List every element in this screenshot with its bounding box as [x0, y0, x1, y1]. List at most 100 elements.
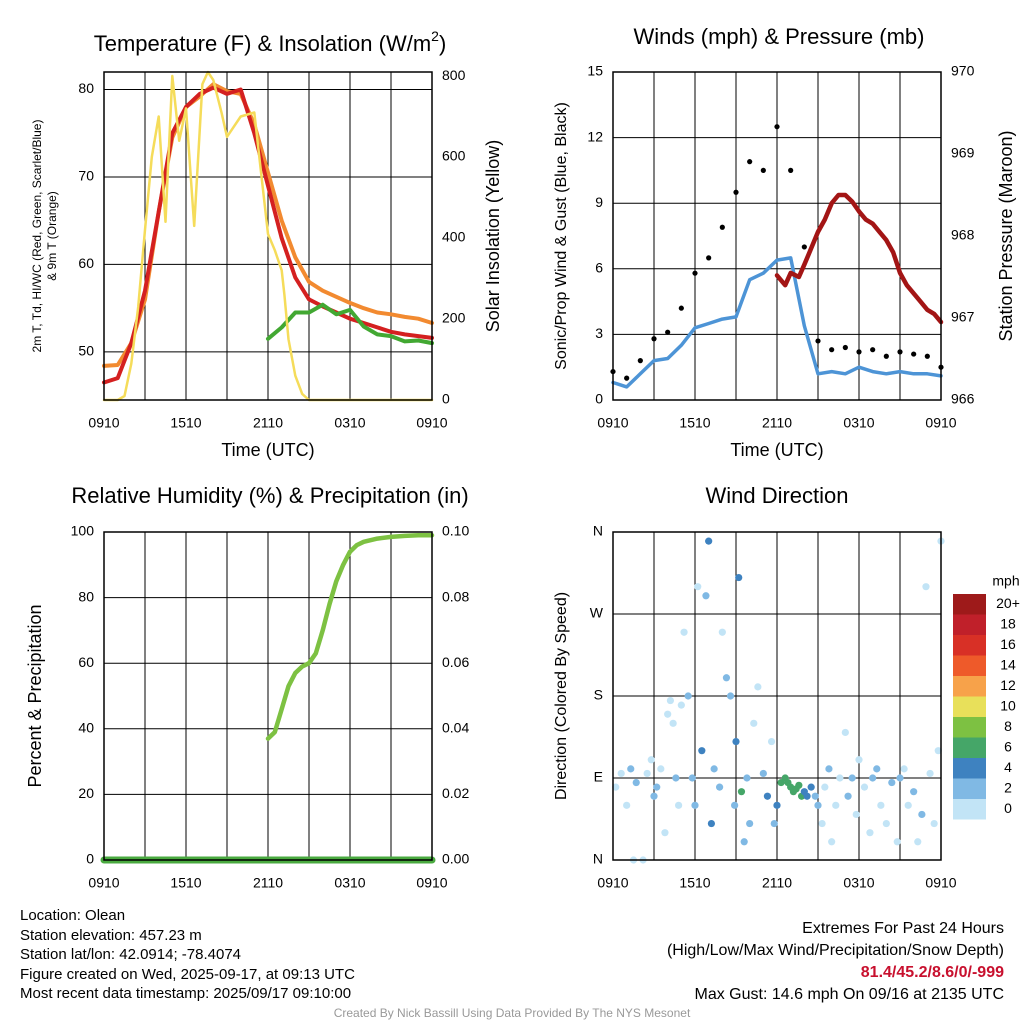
temperature-title: Temperature (F) & Insolation (W/m2)	[94, 28, 447, 56]
direction-point	[718, 628, 726, 636]
direction-point	[684, 692, 692, 700]
winds-y2tick-label: 968	[951, 227, 975, 243]
temperature-series-line	[102, 85, 434, 385]
direction-point	[904, 801, 912, 809]
direction-point	[698, 747, 706, 755]
direction-point	[922, 583, 930, 591]
winds-gust-point	[842, 344, 848, 351]
station-info: Location: Olean Station elevation: 457.2…	[20, 906, 355, 1004]
direction-point	[763, 792, 772, 800]
colorbar-swatch	[953, 717, 986, 738]
winds-gust-point	[719, 224, 725, 230]
direction-xtick-label: 1510	[679, 875, 710, 891]
colorbar-swatch	[953, 778, 986, 799]
direction-point	[896, 774, 904, 782]
humidity-border	[103, 531, 433, 861]
humidity-xtick-label: 0910	[416, 875, 447, 891]
direction-point	[731, 801, 739, 809]
winds-gust-point	[829, 347, 835, 353]
direction-point	[811, 792, 819, 800]
direction-xtick-label: 0910	[597, 875, 628, 891]
winds-gust-point	[678, 305, 684, 311]
winds-ytick-label: 6	[595, 260, 603, 276]
colorbar-label: 10	[1000, 697, 1016, 713]
direction-point	[795, 781, 803, 789]
colorbar-swatch	[953, 594, 986, 615]
winds-ytick-label: 3	[595, 325, 603, 341]
direction-point	[814, 801, 822, 809]
temperature-y2tick-label: 400	[442, 229, 466, 245]
colorbar-swatch	[953, 696, 986, 717]
direction-point	[807, 783, 815, 791]
direction-point	[914, 838, 922, 846]
direction-point	[821, 783, 829, 791]
direction-point	[841, 728, 849, 737]
temperature-y2tick-label: 200	[442, 310, 466, 326]
direction-point	[888, 778, 896, 787]
temperature-xtick-label: 2110	[253, 415, 283, 431]
humidity-rh-line	[265, 533, 435, 741]
direction-point	[672, 774, 680, 782]
temperature-y2label: Solar Insolation (Yellow)	[483, 140, 503, 332]
winds-xlabel: Time (UTC)	[730, 440, 823, 460]
direction-xtick-label: 2110	[762, 875, 792, 891]
colorbar-label: 14	[1000, 656, 1016, 672]
direction-point	[930, 819, 938, 828]
direction-point	[803, 792, 811, 800]
direction-point	[828, 838, 836, 846]
direction-point	[855, 756, 863, 764]
winds-gust-point	[911, 351, 917, 357]
direction-point	[735, 573, 743, 582]
winds-panel: 0910 1510 2110 0310 0910 0 3 6 9 12 15 966 967 968 969…	[553, 24, 1016, 460]
colorbar-label: 6	[1004, 738, 1012, 754]
temperature-xtick-label: 0910	[88, 415, 119, 431]
humidity-ytick-label: 100	[71, 523, 95, 539]
direction-point	[737, 788, 746, 796]
winds-border	[612, 71, 942, 401]
winds-gust-point	[774, 124, 780, 130]
colorbar-label: 16	[1000, 636, 1016, 652]
humidity-y2tick-label: 0.06	[442, 654, 469, 670]
direction-point	[877, 801, 885, 809]
humidity-xtick-label: 0310	[334, 875, 365, 891]
direction-point	[650, 792, 658, 800]
winds-ytick-label: 0	[595, 391, 603, 407]
direction-xtick-label: 0310	[843, 875, 874, 891]
colorbar-label: 18	[1000, 615, 1016, 631]
temperature-ytick-label: 80	[78, 80, 94, 96]
direction-title: Wind Direction	[705, 483, 848, 508]
latlon-text: Station lat/lon: 42.0914; -78.4074	[20, 946, 242, 963]
extremes-values: 81.4/45.2/8.6/0/-999	[860, 964, 1004, 981]
winds-gust-point	[747, 159, 753, 165]
direction-point	[860, 783, 869, 791]
humidity-ytick-label: 20	[78, 785, 94, 801]
humidity-y2tick-label: 0.10	[442, 523, 469, 539]
temperature-y2tick-label: 0	[442, 391, 450, 407]
colorbar-swatch	[953, 799, 986, 820]
location-text: Location: Olean	[20, 907, 126, 924]
winds-gust-point	[856, 349, 862, 355]
colorbar-label: 0	[1004, 800, 1012, 816]
winds-ytick-label: 12	[587, 128, 603, 144]
temperature-y2tick-label: 800	[442, 67, 466, 83]
humidity-xtick-label: 1510	[170, 875, 201, 891]
temperature-ytick-label: 60	[78, 255, 94, 271]
direction-point	[666, 696, 675, 705]
direction-ytick-label: E	[594, 769, 603, 785]
winds-gust-point	[883, 353, 889, 359]
direction-panel: 0910 1510 2110 0310 0910 N E S W N Wind Direction D…	[553, 483, 1020, 891]
direction-point	[750, 719, 758, 727]
winds-ytick-label: 9	[595, 194, 603, 210]
winds-y2label: Station Pressure (Maroon)	[996, 130, 1016, 341]
temperature-ylabel-line2: & 9m T (Orange)	[45, 191, 59, 281]
winds-wind-line	[611, 256, 943, 389]
direction-point	[661, 829, 669, 837]
direction-point	[825, 765, 833, 773]
extremes-info: Extremes For Past 24 Hours (High/Low/Max…	[667, 918, 1004, 1006]
humidity-ytick-label: 40	[78, 720, 94, 736]
direction-point	[900, 765, 908, 773]
winds-y2tick-label: 969	[951, 145, 975, 161]
colorbar-label: 4	[1004, 759, 1012, 775]
colorbar-swatch	[953, 614, 986, 635]
direction-point	[707, 819, 716, 828]
